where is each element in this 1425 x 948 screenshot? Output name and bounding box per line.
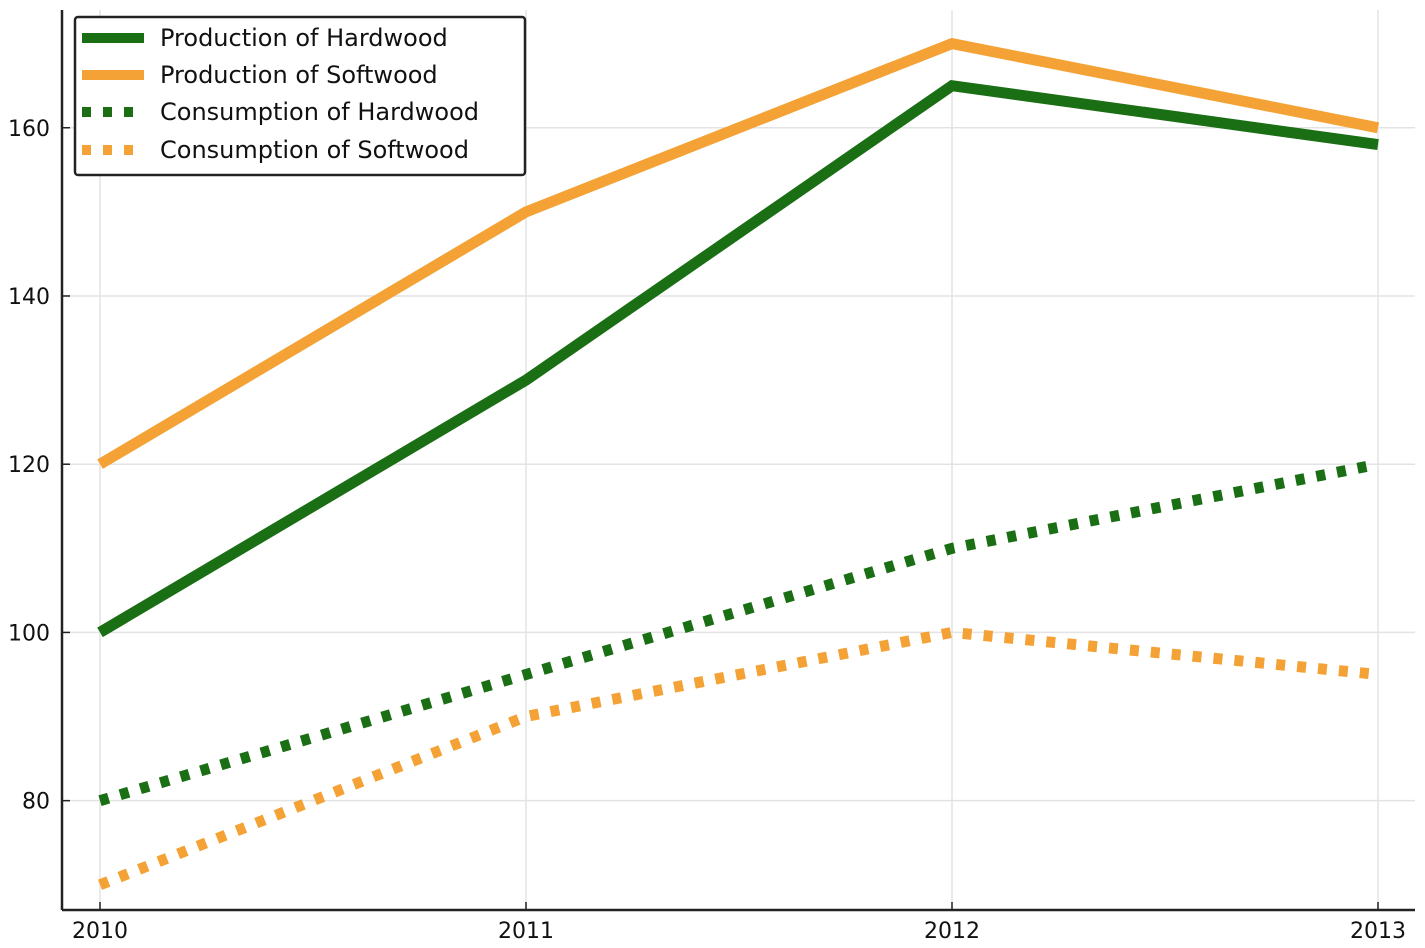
series-line-4: [97, 626, 1379, 890]
y-tick-label: 100: [8, 621, 50, 646]
x-tick-label: 2011: [498, 919, 554, 944]
legend-label: Consumption of Softwood: [160, 136, 469, 164]
y-tick-label: 140: [8, 285, 50, 310]
legend-box: [73, 15, 527, 177]
y-tick-label: 80: [22, 790, 50, 815]
legend-label: Production of Softwood: [160, 61, 438, 89]
y-tick-label: 160: [8, 117, 50, 142]
legend-label: Consumption of Hardwood: [160, 98, 479, 126]
x-tick-label: 2010: [72, 919, 128, 944]
x-tick-label: 2012: [924, 919, 980, 944]
axes: [60, 10, 1415, 912]
x-tick-label: 2013: [1350, 919, 1406, 944]
y-tick-label: 120: [8, 453, 50, 478]
series-lines: [97, 37, 1380, 890]
tick-labels: 2010 2011 2012 2013 80 100 120 140 160: [8, 117, 1406, 944]
series-line-1: [97, 79, 1379, 638]
legend-label: Production of Hardwood: [160, 24, 448, 52]
series-line-2: [97, 37, 1380, 469]
legend: Production of Hardwood Production of Soft…: [73, 15, 527, 177]
